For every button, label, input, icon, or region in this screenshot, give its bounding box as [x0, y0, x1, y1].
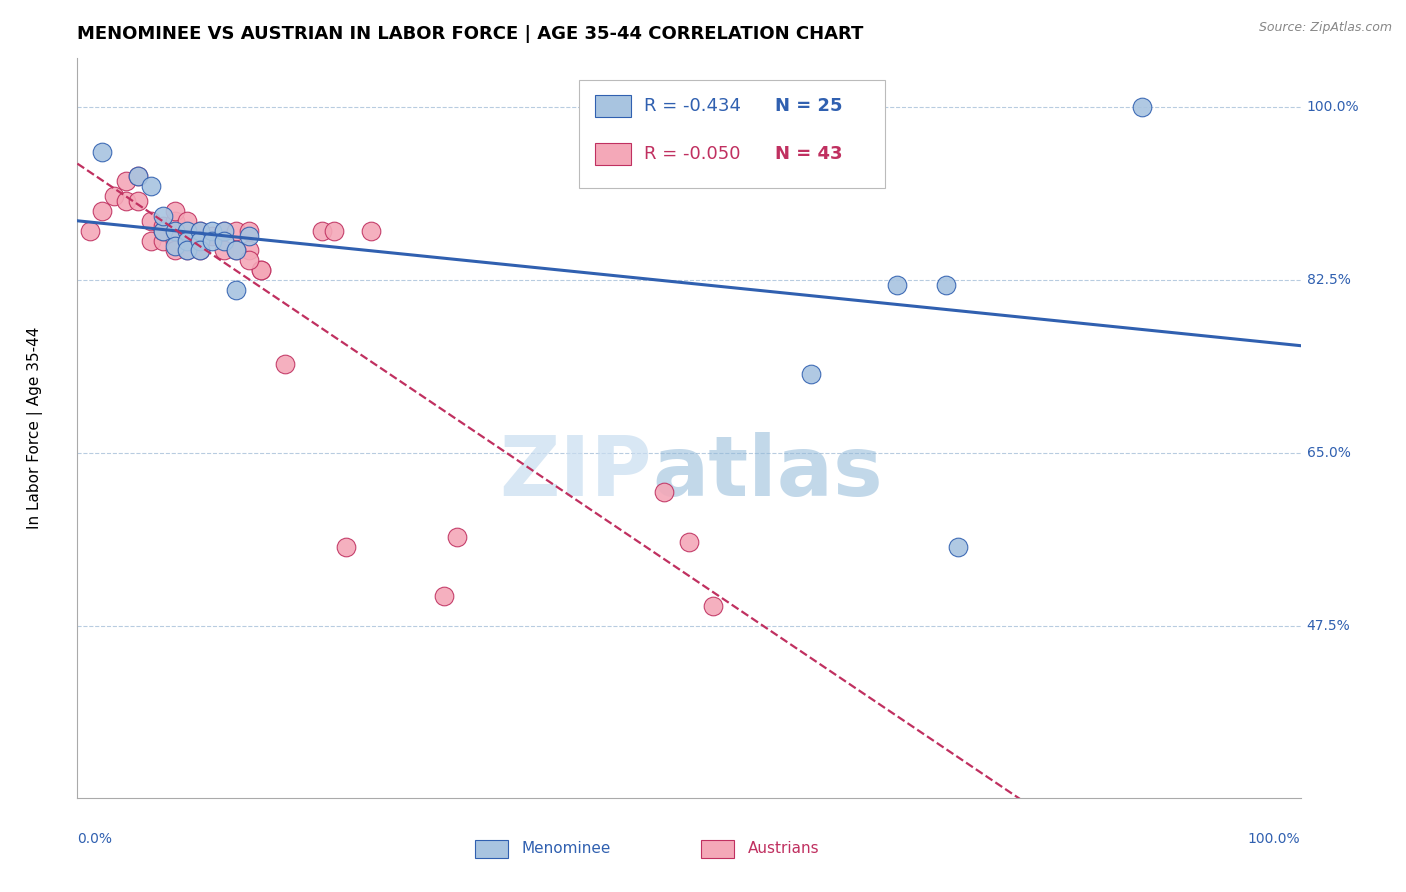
Point — [188, 224, 211, 238]
Point — [127, 194, 149, 208]
Point — [212, 234, 235, 248]
FancyBboxPatch shape — [579, 80, 884, 187]
FancyBboxPatch shape — [702, 839, 734, 857]
Point — [165, 234, 187, 248]
Text: 0.0%: 0.0% — [77, 831, 112, 846]
Point — [188, 244, 211, 258]
Point — [165, 238, 187, 252]
Point — [176, 234, 198, 248]
Point — [654, 485, 676, 500]
Point — [1130, 100, 1153, 114]
Point — [360, 224, 382, 238]
Text: atlas: atlas — [652, 432, 883, 513]
Point — [139, 214, 162, 228]
Point — [201, 234, 224, 248]
Point — [433, 589, 456, 603]
Point — [152, 224, 174, 238]
Text: R = -0.050: R = -0.050 — [644, 145, 740, 163]
Point — [152, 234, 174, 248]
Text: Austrians: Austrians — [748, 841, 820, 856]
Point — [176, 244, 198, 258]
Point — [103, 189, 125, 203]
Point — [250, 263, 273, 277]
Point — [238, 224, 260, 238]
Point — [335, 540, 357, 554]
Point — [323, 224, 346, 238]
Point — [165, 244, 187, 258]
Text: In Labor Force | Age 35-44: In Labor Force | Age 35-44 — [27, 327, 44, 529]
Point — [115, 194, 138, 208]
Point — [238, 244, 260, 258]
FancyBboxPatch shape — [475, 839, 508, 857]
Point — [212, 224, 235, 238]
Text: N = 25: N = 25 — [775, 97, 842, 115]
Point — [79, 224, 101, 238]
Point — [127, 169, 149, 184]
Text: N = 43: N = 43 — [775, 145, 842, 163]
Point — [212, 244, 235, 258]
Point — [225, 283, 247, 297]
Point — [165, 214, 187, 228]
Point — [127, 169, 149, 184]
Point — [188, 224, 211, 238]
Point — [311, 224, 333, 238]
Text: 65.0%: 65.0% — [1306, 446, 1351, 460]
Point — [946, 540, 969, 554]
Point — [702, 599, 724, 613]
Point — [176, 224, 198, 238]
Point — [225, 244, 247, 258]
Point — [238, 253, 260, 268]
Text: Source: ZipAtlas.com: Source: ZipAtlas.com — [1258, 21, 1392, 34]
Point — [165, 224, 187, 238]
Point — [935, 278, 957, 293]
Text: 47.5%: 47.5% — [1306, 618, 1350, 632]
Point — [225, 224, 247, 238]
FancyBboxPatch shape — [595, 95, 631, 117]
FancyBboxPatch shape — [595, 143, 631, 165]
Point — [274, 357, 297, 371]
Text: Menominee: Menominee — [522, 841, 610, 856]
Text: 82.5%: 82.5% — [1306, 273, 1351, 287]
Point — [176, 214, 198, 228]
Point — [165, 224, 187, 238]
Point — [225, 244, 247, 258]
Point — [678, 534, 700, 549]
Point — [800, 367, 823, 381]
Point — [152, 209, 174, 223]
Point — [165, 204, 187, 219]
Point — [446, 530, 468, 544]
Point — [152, 224, 174, 238]
Point — [115, 174, 138, 188]
Text: 100.0%: 100.0% — [1306, 100, 1360, 114]
Point — [139, 234, 162, 248]
Point — [90, 204, 112, 219]
Text: ZIP: ZIP — [499, 432, 652, 513]
Point — [201, 228, 224, 243]
Point — [201, 224, 224, 238]
Text: R = -0.434: R = -0.434 — [644, 97, 741, 115]
Point — [212, 224, 235, 238]
Point — [152, 219, 174, 233]
Point — [176, 224, 198, 238]
Point — [250, 263, 273, 277]
Point — [176, 244, 198, 258]
Point — [176, 234, 198, 248]
Point — [90, 145, 112, 159]
Point — [139, 179, 162, 194]
Point — [886, 278, 908, 293]
Point — [188, 234, 211, 248]
Point — [188, 244, 211, 258]
Text: 100.0%: 100.0% — [1249, 831, 1301, 846]
Text: MENOMINEE VS AUSTRIAN IN LABOR FORCE | AGE 35-44 CORRELATION CHART: MENOMINEE VS AUSTRIAN IN LABOR FORCE | A… — [77, 25, 863, 43]
Point — [238, 228, 260, 243]
